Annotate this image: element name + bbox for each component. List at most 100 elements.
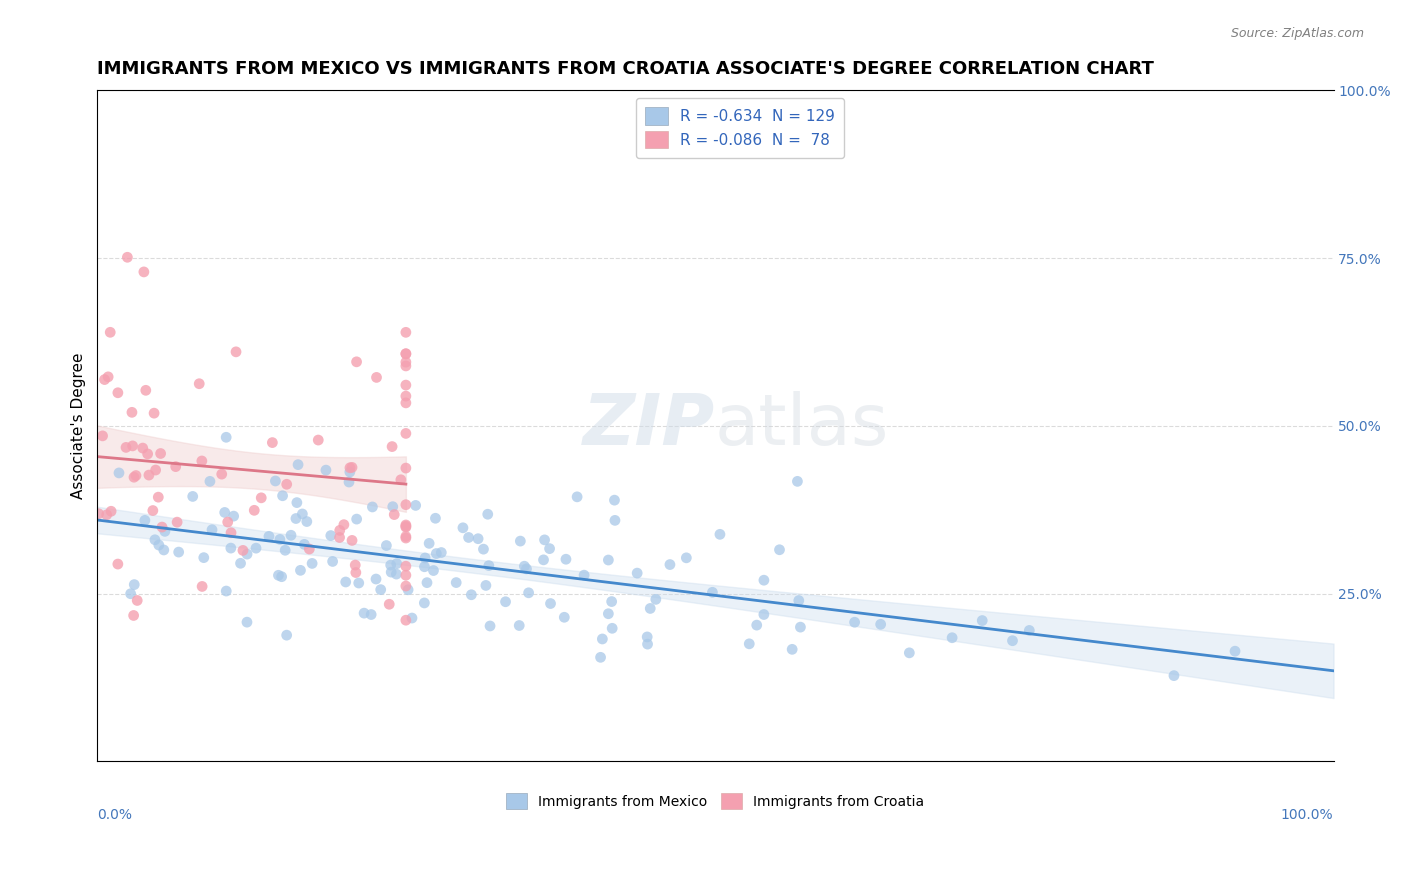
Point [236,615,259,629]
Point [636,630,658,644]
Point [287,458,309,472]
Point [382,508,405,522]
Point [745,618,768,632]
Point [451,521,474,535]
Point [148,490,170,504]
Point [395,396,418,410]
Point [319,528,342,542]
Point [108,466,131,480]
Point [898,646,921,660]
Point [405,499,427,513]
Point [375,539,398,553]
Point [416,575,439,590]
Point [972,614,994,628]
Point [122,577,145,591]
Point [136,447,159,461]
Point [98,326,121,340]
Point [1018,624,1040,638]
Point [225,344,247,359]
Point [598,553,620,567]
Point [339,465,361,479]
Point [395,529,418,543]
Point [149,446,172,460]
Point [600,594,623,608]
Point [145,463,167,477]
Point [380,565,402,579]
Point [395,389,418,403]
Point [395,531,418,545]
Text: 0.0%: 0.0% [97,808,132,822]
Point [389,473,412,487]
Point [271,489,294,503]
Point [333,517,356,532]
Point [626,566,648,581]
Point [395,518,418,533]
Point [422,564,444,578]
Point [478,558,501,573]
Point [125,468,148,483]
Point [508,618,530,632]
Point [378,597,401,611]
Point [533,553,555,567]
Point [385,567,408,582]
Point [644,592,666,607]
Point [395,359,418,373]
Point [702,585,724,599]
Point [143,533,166,547]
Point [395,461,418,475]
Point [1001,633,1024,648]
Point [181,490,204,504]
Point [122,608,145,623]
Point [122,470,145,484]
Point [236,547,259,561]
Point [315,463,337,477]
Point [430,545,453,559]
Point [1223,644,1246,658]
Point [229,556,252,570]
Point [107,385,129,400]
Point [215,430,238,444]
Point [346,355,368,369]
Point [1163,668,1185,682]
Point [444,575,467,590]
Point [87,507,110,521]
Point [738,637,761,651]
Point [361,500,384,514]
Point [395,559,418,574]
Point [115,441,138,455]
Point [322,554,344,568]
Point [396,582,419,597]
Point [285,495,308,509]
Text: atlas: atlas [716,392,890,460]
Point [143,406,166,420]
Point [201,523,224,537]
Point [395,498,418,512]
Point [148,538,170,552]
Point [364,572,387,586]
Point [346,512,368,526]
Point [752,607,775,622]
Point [658,558,681,572]
Point [290,563,312,577]
Point [339,460,361,475]
Point [100,504,122,518]
Point [381,500,404,514]
Point [211,467,233,482]
Point [191,454,214,468]
Point [533,533,555,547]
Point [347,576,370,591]
Point [457,531,479,545]
Point [768,542,790,557]
Point [132,265,155,279]
Point [222,509,245,524]
Point [395,520,418,534]
Point [264,474,287,488]
Point [360,607,382,622]
Point [395,579,418,593]
Point [93,373,115,387]
Point [96,508,118,522]
Point [243,503,266,517]
Point [193,550,215,565]
Point [166,515,188,529]
Point [413,559,436,574]
